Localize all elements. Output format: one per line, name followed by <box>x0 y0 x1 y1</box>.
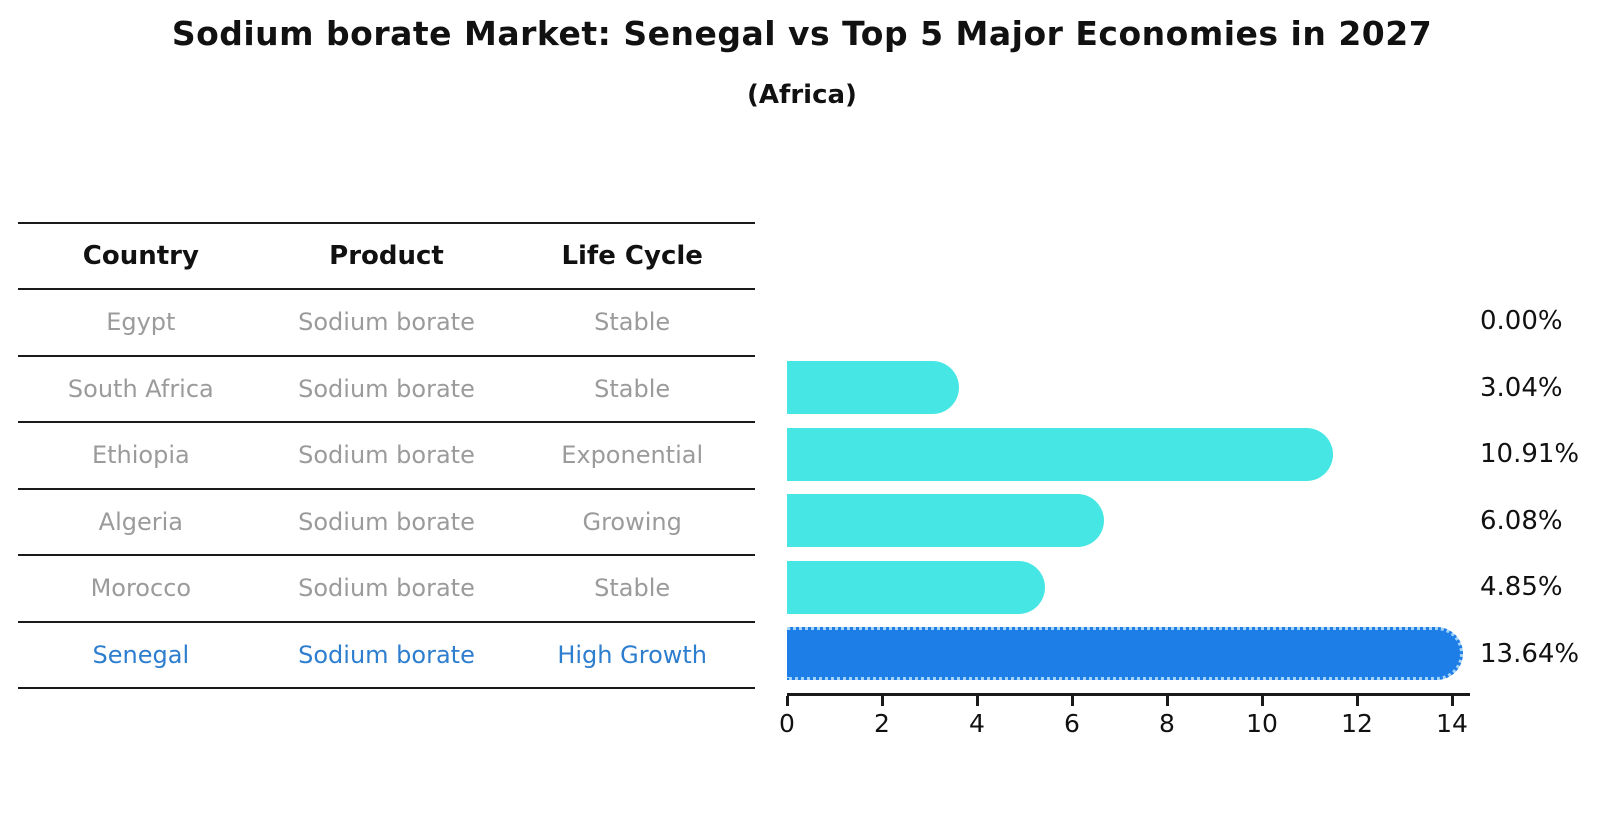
x-tick-label: 14 <box>1436 709 1468 738</box>
cell-life-cycle: Stable <box>594 308 671 337</box>
table-row-cells: Egypt Sodium borate Stable <box>18 288 755 355</box>
table-row-cells: Algeria Sodium borate Growing <box>18 487 755 555</box>
table-header-life-cycle: Life Cycle <box>561 241 703 271</box>
x-tick-mark <box>880 696 884 706</box>
x-tick-label: 12 <box>1341 709 1373 738</box>
cell-life-cycle: Stable <box>594 574 671 603</box>
table-bottom-line <box>18 687 755 689</box>
bar <box>787 494 1104 548</box>
table-header-product: Product <box>329 241 444 271</box>
x-tick-mark <box>975 696 979 706</box>
table-and-bars-grid: Country Product Life Cycle Egypt Sodium … <box>0 222 1604 689</box>
cell-product: Sodium borate <box>298 640 475 669</box>
cell-country: Egypt <box>106 308 176 337</box>
bar <box>787 361 960 415</box>
cell-country: Ethiopia <box>91 441 190 470</box>
bar-zone <box>787 554 1470 621</box>
cell-product: Sodium borate <box>298 374 475 403</box>
x-tick-label: 4 <box>969 709 985 738</box>
cell-life-cycle: Growing <box>582 507 682 536</box>
x-tick-mark <box>1165 696 1169 706</box>
value-label: 6.08% <box>1480 505 1563 536</box>
cell-product: Sodium borate <box>298 441 475 470</box>
table-row-cells: Ethiopia Sodium borate Exponential <box>18 421 755 488</box>
bar-zone <box>787 488 1470 555</box>
value-label: 4.85% <box>1480 572 1563 603</box>
bar-zone <box>787 621 1470 688</box>
cell-product: Sodium borate <box>298 308 475 337</box>
table-row: Senegal Sodium borate High Growth 13.64% <box>0 620 1604 688</box>
x-tick-label: 0 <box>779 709 795 738</box>
x-tick-label: 8 <box>1159 709 1175 738</box>
x-axis-line <box>787 693 1470 696</box>
cell-country: Morocco <box>90 574 192 603</box>
cell-country: Senegal <box>92 640 190 669</box>
cell-country: South Africa <box>67 374 214 403</box>
x-tick-mark <box>1355 696 1359 706</box>
table-row: Algeria Sodium borate Growing 6.08% <box>0 487 1604 555</box>
bar <box>787 427 1334 481</box>
cell-product: Sodium borate <box>298 507 475 536</box>
chart-title: Sodium borate Market: Senegal vs Top 5 M… <box>171 14 1433 53</box>
value-label: 3.04% <box>1480 372 1563 403</box>
table-row-cells: South Africa Sodium borate Stable <box>18 354 755 422</box>
value-label: 13.64% <box>1480 638 1580 669</box>
cell-country: Algeria <box>98 507 183 536</box>
x-tick-label: 10 <box>1246 709 1278 738</box>
value-label: 0.00% <box>1480 306 1563 337</box>
x-tick-mark <box>1450 696 1454 706</box>
x-tick-mark <box>1260 696 1264 706</box>
x-tick-label: 6 <box>1064 709 1080 738</box>
x-axis-ticks: 0 2 4 6 8 10 12 14 <box>779 696 1470 741</box>
bar <box>787 560 1046 614</box>
bar-zone <box>787 355 1470 422</box>
table-row-cells: Morocco Sodium borate Stable <box>18 554 755 621</box>
cell-life-cycle: Stable <box>594 374 671 403</box>
cell-life-cycle: Exponential <box>561 441 704 470</box>
table-row: South Africa Sodium borate Stable 3.04% <box>0 354 1604 422</box>
cell-product: Sodium borate <box>298 574 475 603</box>
table-row: Morocco Sodium borate Stable 4.85% <box>0 554 1604 621</box>
table-row-cells: Senegal Sodium borate High Growth <box>18 620 755 688</box>
table-rows-container: Egypt Sodium borate Stable 0.00% South A… <box>0 288 1604 687</box>
chart-subtitle: (Africa) <box>747 80 857 110</box>
x-tick-mark <box>785 696 789 706</box>
bar <box>787 627 1463 681</box>
table-header-row: Country Product Life Cycle <box>0 222 1604 288</box>
x-tick-mark <box>1070 696 1074 706</box>
table-row: Egypt Sodium borate Stable 0.00% <box>0 288 1604 355</box>
cell-life-cycle: High Growth <box>557 640 708 669</box>
table-row: Ethiopia Sodium borate Exponential 10.91… <box>0 421 1604 488</box>
table-header-country: Country <box>82 241 199 271</box>
bar-zone <box>787 421 1470 488</box>
value-label: 10.91% <box>1480 439 1580 470</box>
bar-zone <box>787 288 1470 355</box>
table-header-cells: Country Product Life Cycle <box>18 222 755 288</box>
x-tick-label: 2 <box>874 709 890 738</box>
